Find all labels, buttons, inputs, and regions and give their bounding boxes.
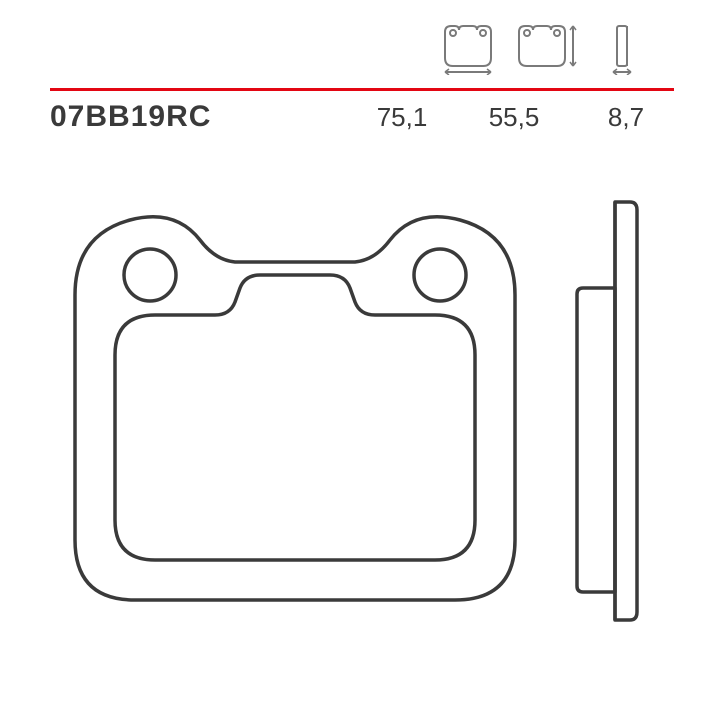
- height-icon: [511, 20, 581, 75]
- brake-pad-diagram: [55, 180, 675, 660]
- spec-row: 07BB19RC 75,1 55,5 8,7: [50, 100, 674, 134]
- dimensions-group: 75,1 55,5 8,7: [366, 102, 662, 133]
- product-spec-card: 07BB19RC 75,1 55,5 8,7: [0, 0, 724, 724]
- divider-line: [50, 88, 674, 91]
- thickness-icon: [589, 20, 659, 75]
- height-value: 55,5: [478, 102, 550, 133]
- thickness-value: 8,7: [590, 102, 662, 133]
- width-icon: [433, 20, 503, 75]
- width-value: 75,1: [366, 102, 438, 133]
- product-code: 07BB19RC: [50, 100, 211, 134]
- dimension-icons-row: [433, 20, 659, 75]
